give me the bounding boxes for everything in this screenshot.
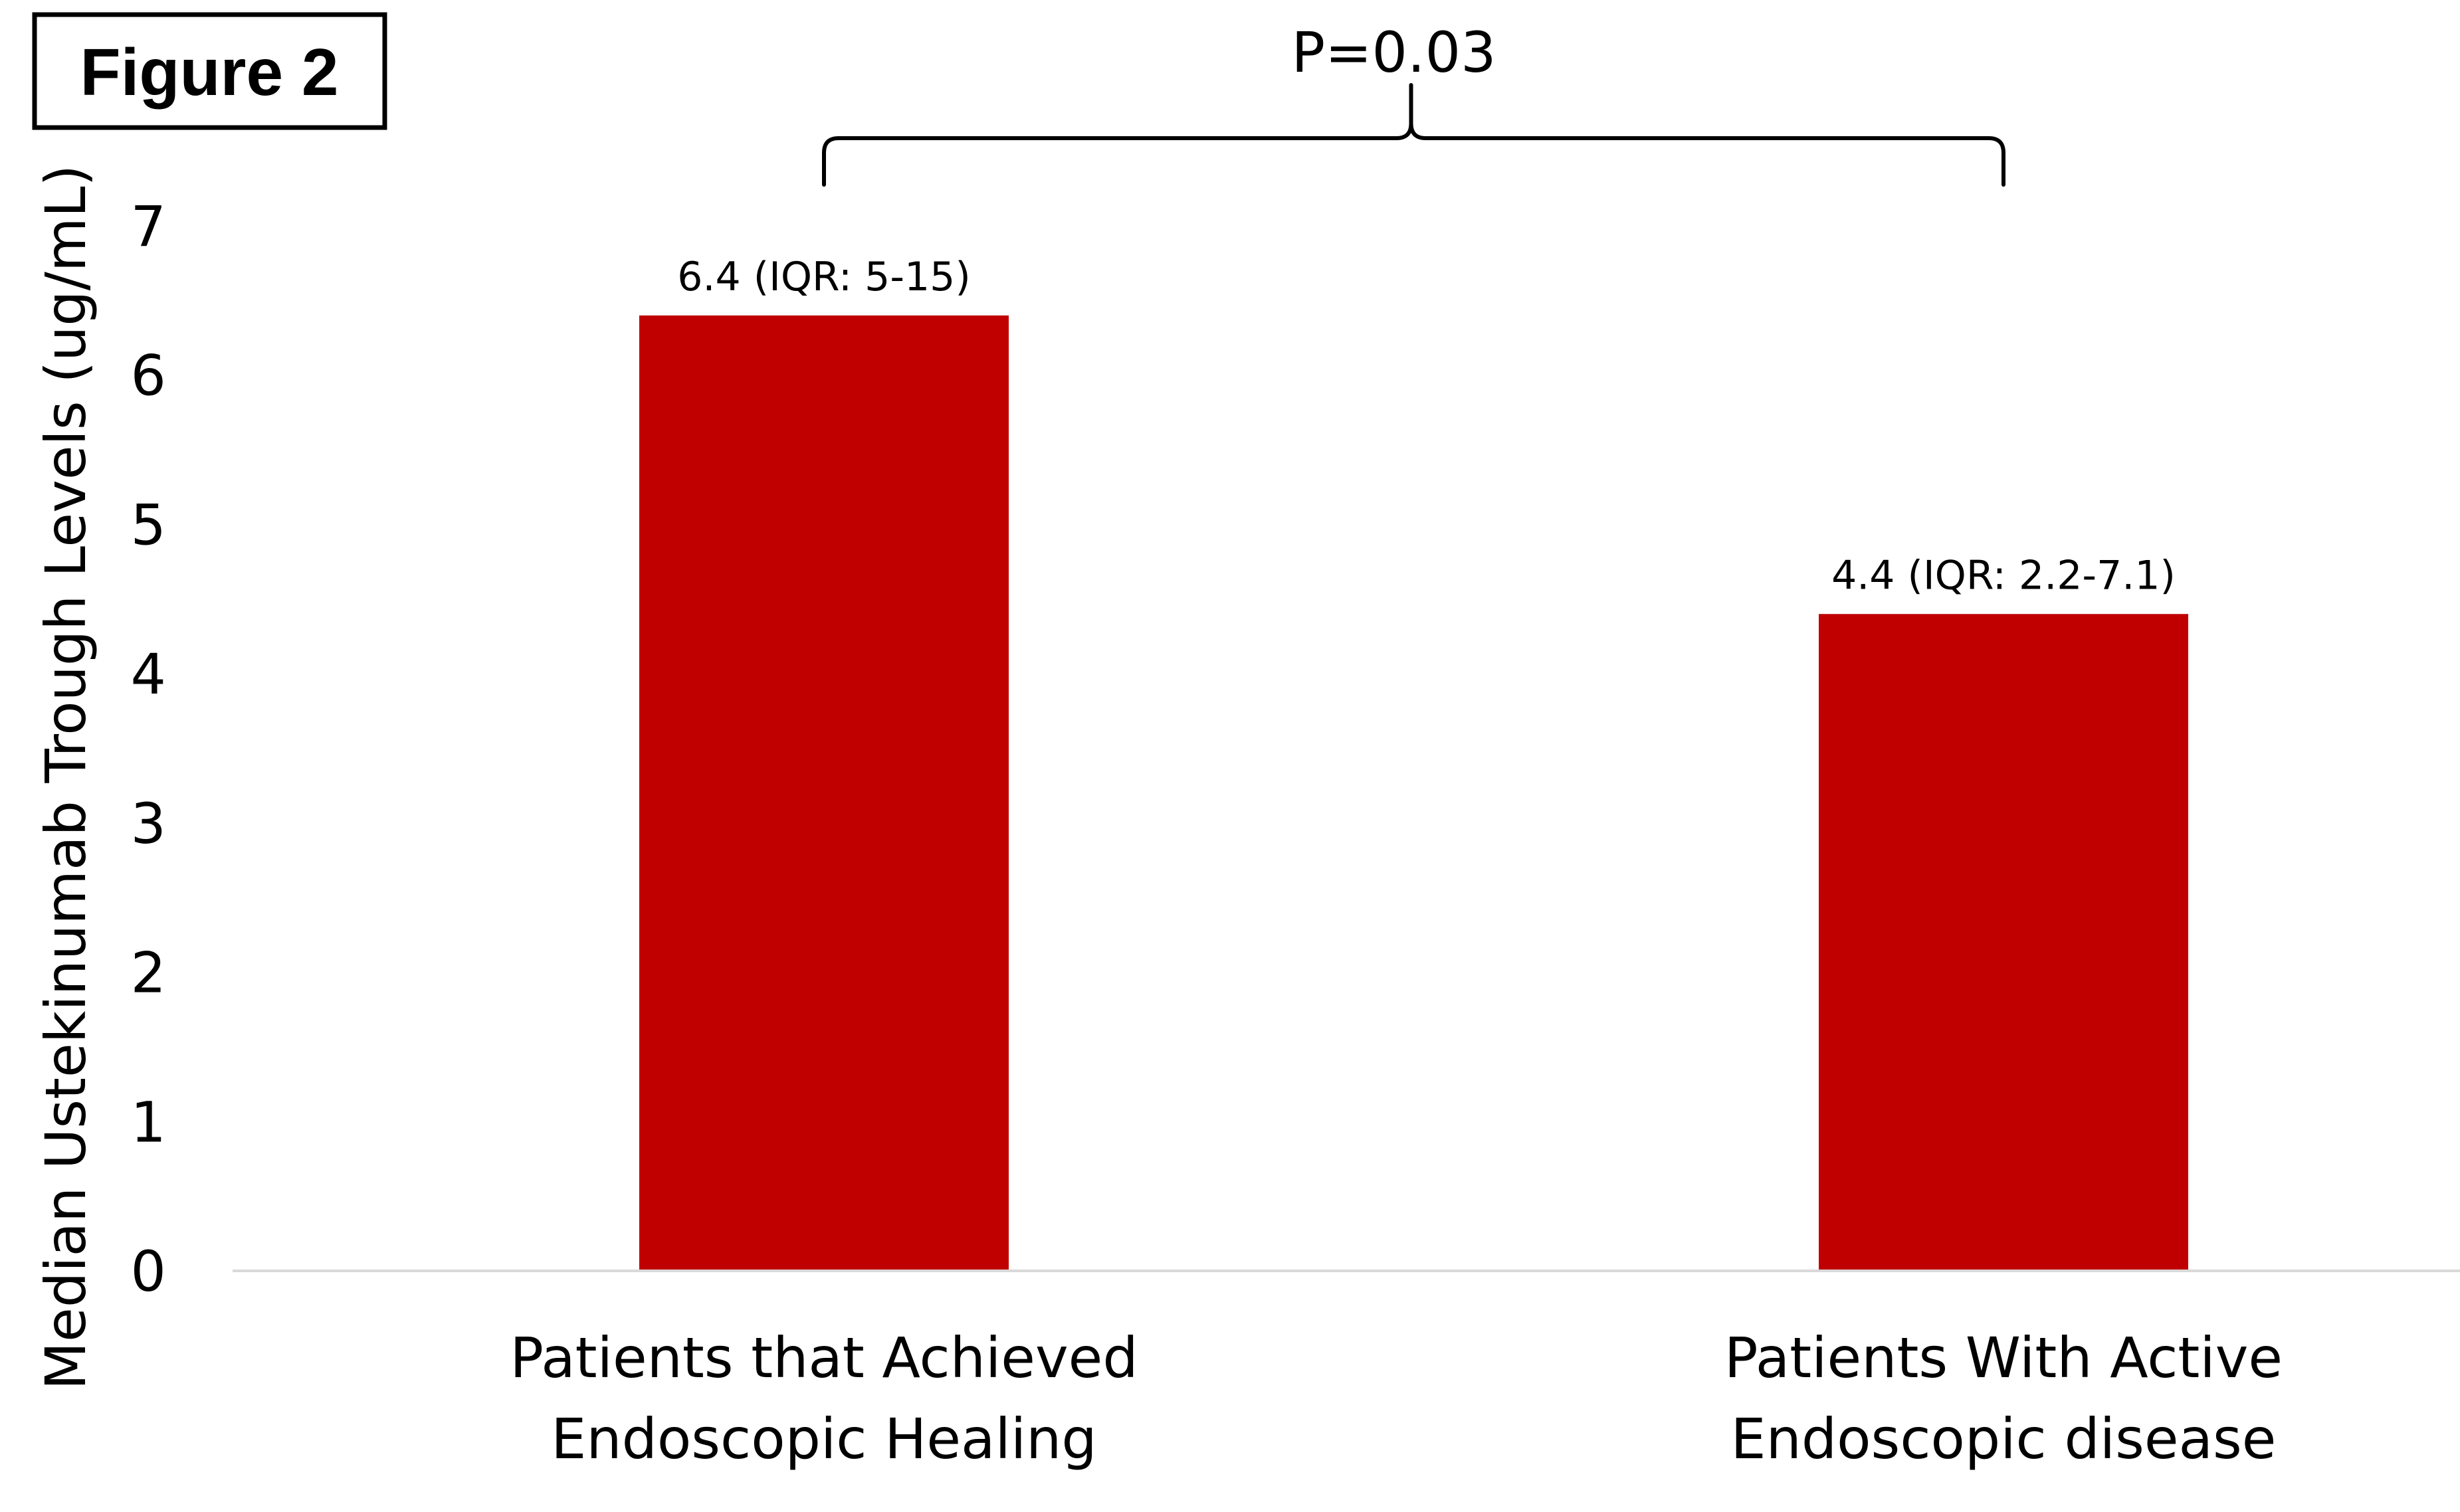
y-tick-label: 1 <box>131 1089 166 1155</box>
bars <box>639 315 2188 1271</box>
y-tick-label: 0 <box>131 1239 166 1304</box>
significance-bracket <box>822 83 2005 187</box>
x-category-label: Patients With Active Endoscopic disease <box>1724 1325 2283 1471</box>
x-category-label-line: Endoscopic Healing <box>551 1406 1096 1471</box>
y-axis-ticks: 0 1 2 3 4 5 6 7 <box>131 194 166 1304</box>
y-axis-title: Median Ustekinumab Trough Levels (ug/mL) <box>33 165 98 1390</box>
figure-label-box <box>32 12 387 130</box>
x-category-label-line: Patients With Active <box>1724 1325 2283 1390</box>
y-tick-label: 2 <box>131 941 166 1006</box>
y-tick-label: 7 <box>131 194 166 259</box>
bar-data-label: 4.4 (IQR: 2.2-7.1) <box>1831 552 2176 599</box>
figure-label-text: Figure 2 <box>80 35 339 110</box>
bar-data-label: 6.4 (IQR: 5-15) <box>677 254 971 300</box>
p-value-label: P=0.03 <box>1291 20 1496 85</box>
y-tick-label: 5 <box>131 492 166 557</box>
bar <box>639 315 1009 1271</box>
y-tick-label: 3 <box>131 791 166 856</box>
data-labels: 6.4 (IQR: 5-15) 4.4 (IQR: 2.2-7.1) <box>677 254 2176 599</box>
x-axis-category-labels: Patients that Achieved Endoscopic Healing… <box>510 1325 2283 1471</box>
x-category-label: Patients that Achieved Endoscopic Healing <box>510 1325 1138 1471</box>
x-category-label-line: Patients that Achieved <box>510 1325 1138 1390</box>
y-tick-label: 6 <box>131 343 166 409</box>
x-category-label-line: Endoscopic disease <box>1731 1406 2277 1471</box>
figure-label: Figure 2 <box>32 12 387 130</box>
bar <box>1819 614 2188 1271</box>
y-tick-label: 4 <box>131 642 166 707</box>
